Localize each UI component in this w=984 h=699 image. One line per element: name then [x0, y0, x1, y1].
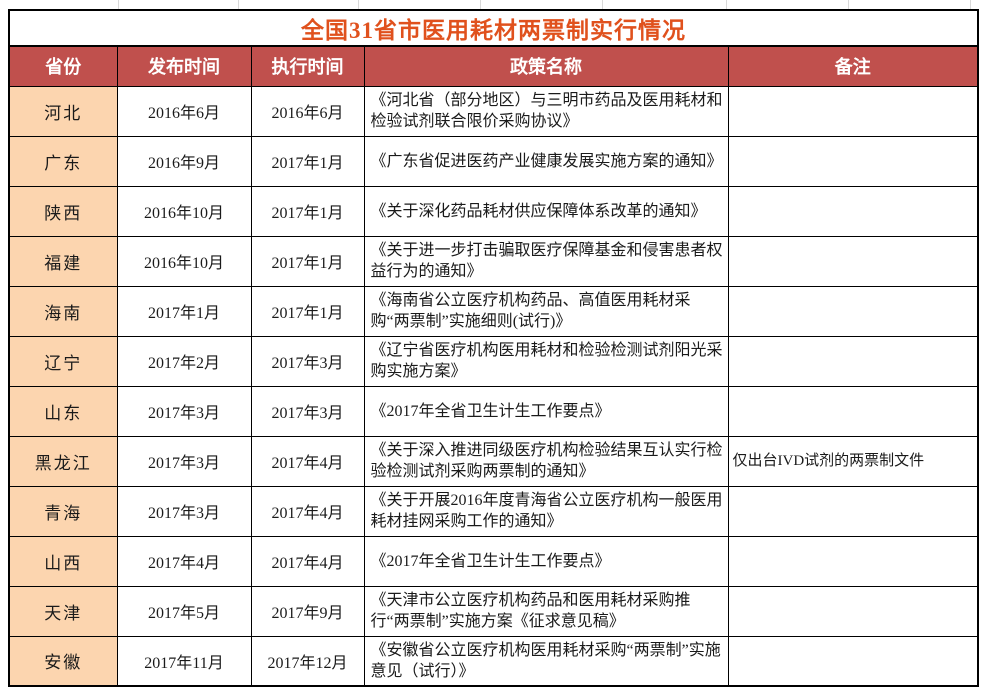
policy-name-cell: 《2017年全省卫生计生工作要点》: [363, 535, 729, 587]
province-cell: 天津: [8, 585, 118, 637]
implement-date-cell: 2017年3月: [250, 385, 365, 437]
province-cell: 海南: [8, 285, 118, 337]
policy-name-cell: 《关于进一步打击骗取医疗保障基金和侵害患者权益行为的通知》: [363, 235, 729, 287]
table-row: 天津 2017年5月 2017年9月 《天津市公立医疗机构药品和医用耗材采购推行…: [8, 585, 979, 637]
policy-name-cell: 《关于开展2016年度青海省公立医疗机构一般医用耗材挂网采购工作的通知》: [363, 485, 729, 537]
publish-date-cell: 2017年11月: [116, 635, 252, 687]
implement-date-cell: 2017年4月: [250, 485, 365, 537]
province-cell: 辽宁: [8, 335, 118, 387]
policy-name-cell: 《关于深化药品耗材供应保障体系改革的通知》: [363, 185, 729, 237]
table-title-row: 全国31省市医用耗材两票制实行情况: [8, 9, 979, 47]
policy-name-cell: 《安徽省公立医疗机构医用耗材采购“两票制”实施意见（试行）》: [363, 635, 729, 687]
implement-date-cell: 2017年12月: [250, 635, 365, 687]
implement-date-cell: 2017年3月: [250, 335, 365, 387]
two-invoice-policy-table: 全国31省市医用耗材两票制实行情况 省份 发布时间 执行时间 政策名称 备注 河…: [8, 9, 980, 687]
province-cell: 山东: [8, 385, 118, 437]
province-cell: 陕西: [8, 185, 118, 237]
policy-name-cell: 《辽宁省医疗机构医用耗材和检验检测试剂阳光采购实施方案》: [363, 335, 729, 387]
policy-name-cell: 《河北省（部分地区）与三明市药品及医用耗材和检验试剂联合限价采购协议》: [363, 85, 729, 137]
page-title: 全国31省市医用耗材两票制实行情况: [301, 18, 687, 43]
table-row: 广东 2016年9月 2017年1月 《广东省促进医药产业健康发展实施方案的通知…: [8, 135, 979, 187]
table-row: 山东 2017年3月 2017年3月 《2017年全省卫生计生工作要点》: [8, 385, 979, 437]
column-header-province: 省份: [8, 45, 118, 87]
spreadsheet-gridlines: [0, 0, 984, 9]
publish-date-cell: 2017年4月: [116, 535, 252, 587]
table-row: 安徽 2017年11月 2017年12月 《安徽省公立医疗机构医用耗材采购“两票…: [8, 635, 979, 687]
implement-date-cell: 2017年4月: [250, 535, 365, 587]
table-row: 青海 2017年3月 2017年4月 《关于开展2016年度青海省公立医疗机构一…: [8, 485, 979, 537]
implement-date-cell: 2016年6月: [250, 85, 365, 137]
province-cell: 广东: [8, 135, 118, 187]
implement-date-cell: 2017年4月: [250, 435, 365, 487]
note-cell: [727, 185, 979, 237]
table-row: 陕西 2016年10月 2017年1月 《关于深化药品耗材供应保障体系改革的通知…: [8, 185, 979, 237]
column-header-publish-date: 发布时间: [116, 45, 252, 87]
table-row: 辽宁 2017年2月 2017年3月 《辽宁省医疗机构医用耗材和检验检测试剂阳光…: [8, 335, 979, 387]
note-cell: [727, 235, 979, 287]
publish-date-cell: 2017年3月: [116, 385, 252, 437]
implement-date-cell: 2017年1月: [250, 135, 365, 187]
policy-name-cell: 《天津市公立医疗机构药品和医用耗材采购推行“两票制”实施方案《征求意见稿》: [363, 585, 729, 637]
note-cell: [727, 535, 979, 587]
table-row: 福建 2016年10月 2017年1月 《关于进一步打击骗取医疗保障基金和侵害患…: [8, 235, 979, 287]
table-row: 山西 2017年4月 2017年4月 《2017年全省卫生计生工作要点》: [8, 535, 979, 587]
province-cell: 黑龙江: [8, 435, 118, 487]
column-header-implement-date: 执行时间: [250, 45, 365, 87]
implement-date-cell: 2017年9月: [250, 585, 365, 637]
publish-date-cell: 2017年1月: [116, 285, 252, 337]
table-row: 海南 2017年1月 2017年1月 《海南省公立医疗机构药品、高值医用耗材采购…: [8, 285, 979, 337]
publish-date-cell: 2017年2月: [116, 335, 252, 387]
implement-date-cell: 2017年1月: [250, 185, 365, 237]
policy-name-cell: 《关于深入推进同级医疗机构检验结果互认实行检验检测试剂采购两票制的通知》: [363, 435, 729, 487]
implement-date-cell: 2017年1月: [250, 285, 365, 337]
province-cell: 福建: [8, 235, 118, 287]
note-cell: [727, 135, 979, 187]
note-cell: [727, 485, 979, 537]
publish-date-cell: 2016年10月: [116, 185, 252, 237]
note-cell: [727, 585, 979, 637]
note-cell: [727, 285, 979, 337]
province-cell: 青海: [8, 485, 118, 537]
table-title-cell: 全国31省市医用耗材两票制实行情况: [8, 9, 979, 47]
note-cell: [727, 335, 979, 387]
column-header-policy-name: 政策名称: [363, 45, 729, 87]
publish-date-cell: 2017年3月: [116, 485, 252, 537]
province-cell: 河北: [8, 85, 118, 137]
column-header-note: 备注: [727, 45, 979, 87]
table-row: 河北 2016年6月 2016年6月 《河北省（部分地区）与三明市药品及医用耗材…: [8, 85, 979, 137]
publish-date-cell: 2016年6月: [116, 85, 252, 137]
implement-date-cell: 2017年1月: [250, 235, 365, 287]
note-cell: [727, 385, 979, 437]
table-row: 黑龙江 2017年3月 2017年4月 《关于深入推进同级医疗机构检验结果互认实…: [8, 435, 979, 487]
publish-date-cell: 2017年5月: [116, 585, 252, 637]
publish-date-cell: 2017年3月: [116, 435, 252, 487]
publish-date-cell: 2016年10月: [116, 235, 252, 287]
note-cell: 仅出台IVD试剂的两票制文件: [727, 435, 979, 487]
province-cell: 山西: [8, 535, 118, 587]
province-cell: 安徽: [8, 635, 118, 687]
policy-name-cell: 《2017年全省卫生计生工作要点》: [363, 385, 729, 437]
policy-name-cell: 《广东省促进医药产业健康发展实施方案的通知》: [363, 135, 729, 187]
note-cell: [727, 85, 979, 137]
policy-name-cell: 《海南省公立医疗机构药品、高值医用耗材采购“两票制”实施细则(试行)》: [363, 285, 729, 337]
publish-date-cell: 2016年9月: [116, 135, 252, 187]
table-header-row: 省份 发布时间 执行时间 政策名称 备注: [8, 45, 979, 87]
note-cell: [727, 635, 979, 687]
